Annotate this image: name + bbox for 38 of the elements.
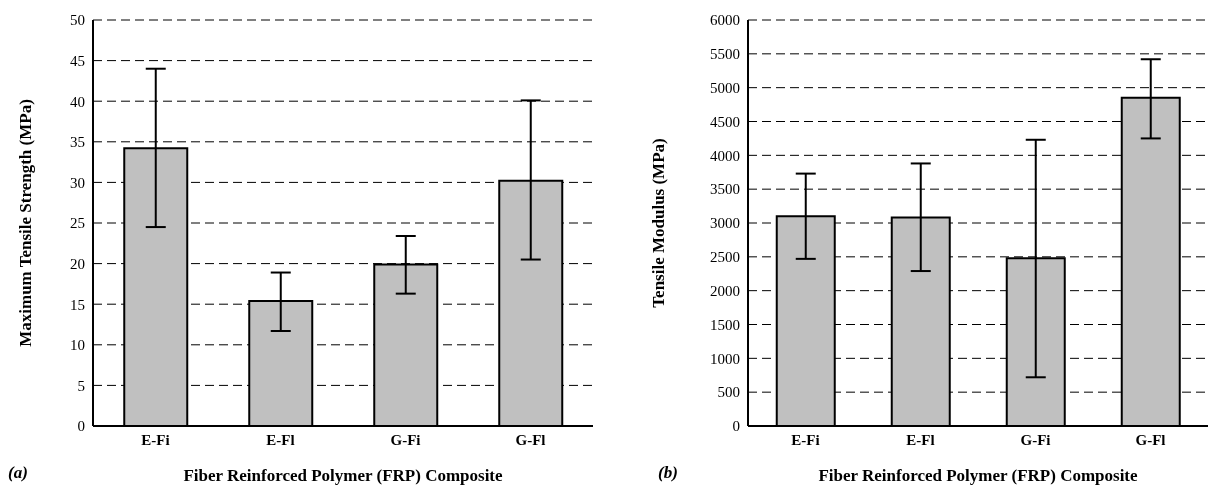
y-tick-label: 1500 — [710, 316, 740, 333]
x-axis-title: Fiber Reinforced Polymer (FRP) Composite — [182, 466, 504, 486]
y-tick-label: 4500 — [710, 113, 740, 130]
x-tick-label: E-Fl — [906, 431, 935, 448]
y-tick-label: 20 — [70, 255, 85, 272]
y-tick-label: 5 — [77, 377, 85, 394]
y-axis-title: Maximum Tensile Strength (MPa) — [16, 99, 36, 347]
y-axis-title: Tensile Modulus (MPa) — [649, 138, 669, 308]
y-tick-label: 0 — [77, 418, 85, 435]
y-tick-label: 10 — [70, 337, 85, 354]
y-tick-label: 45 — [70, 52, 85, 69]
y-tick-label: 3000 — [710, 215, 740, 232]
x-tick-label: G-Fi — [390, 431, 421, 448]
y-tick-label: 6000 — [710, 12, 740, 29]
text: (b) — [658, 463, 678, 483]
y-tick-label: 35 — [70, 134, 85, 151]
y-tick-label: 2500 — [710, 249, 740, 266]
x-tick-label: G-Fi — [1020, 431, 1051, 448]
x-tick-label: E-Fi — [791, 431, 820, 448]
text: (a) — [8, 463, 28, 483]
y-tick-label: 30 — [70, 174, 85, 191]
y-tick-label: 5500 — [710, 46, 740, 63]
x-tick-label: E-Fi — [141, 431, 170, 448]
y-tick-label: 5000 — [710, 79, 740, 96]
y-tick-label: 2000 — [710, 282, 740, 299]
y-tick-label: 40 — [70, 93, 85, 110]
y-tick-label: 1000 — [710, 350, 740, 367]
y-tick-label: 15 — [70, 296, 85, 313]
y-tick-label: 3500 — [710, 181, 740, 198]
x-tick-label: G-Fl — [515, 431, 546, 448]
y-tick-label: 4000 — [710, 147, 740, 164]
y-tick-label: 25 — [70, 215, 85, 232]
y-tick-label: 500 — [717, 384, 740, 401]
y-tick-label: 0 — [732, 418, 740, 435]
x-tick-label: E-Fl — [266, 431, 295, 448]
y-tick-label: 50 — [70, 12, 85, 29]
x-axis-title: Fiber Reinforced Polymer (FRP) Composite — [817, 466, 1139, 486]
x-tick-label: G-Fl — [1135, 431, 1166, 448]
